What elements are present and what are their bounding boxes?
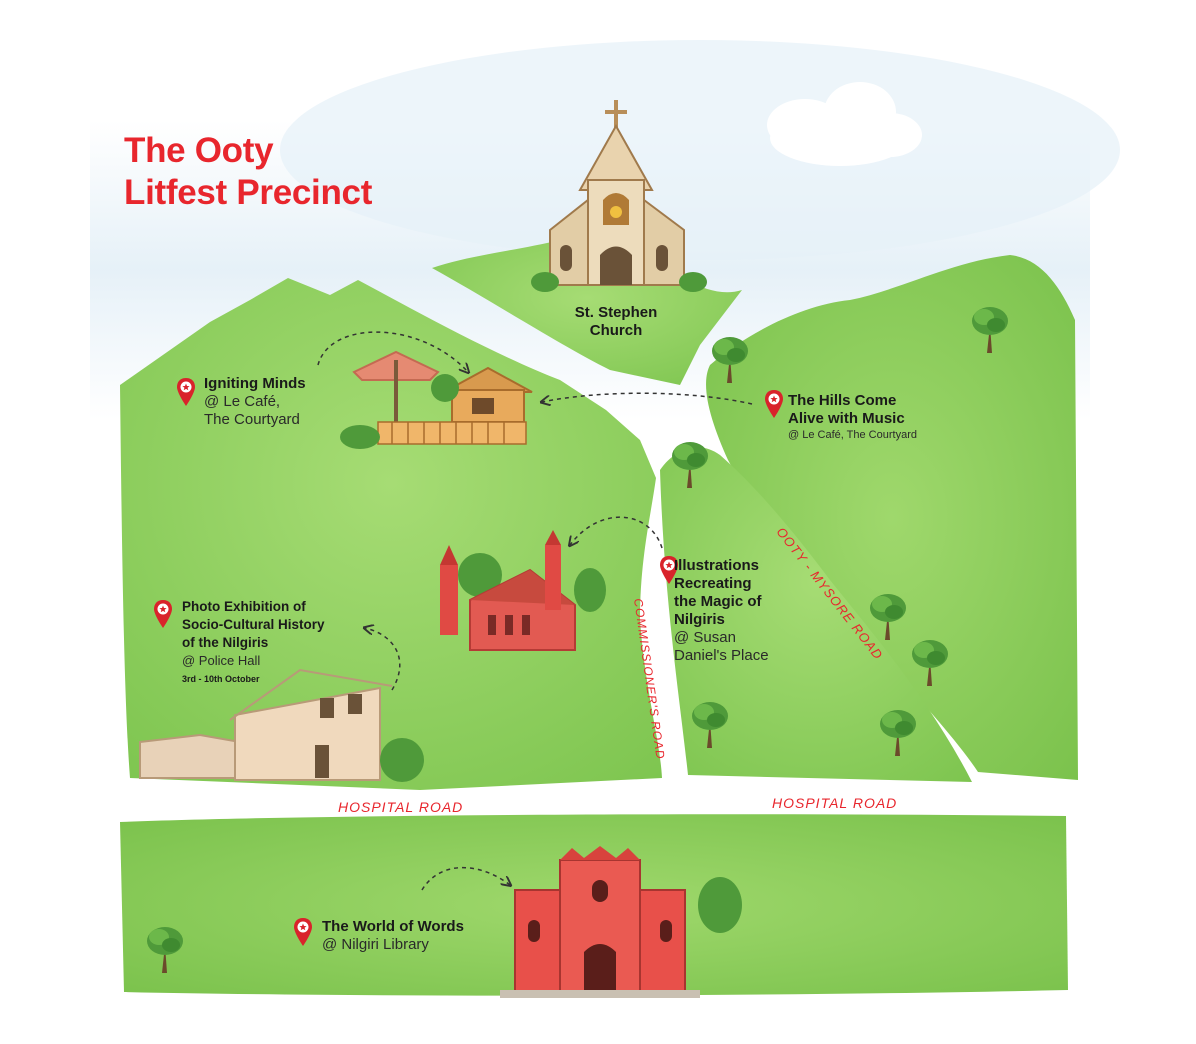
location-pin-icon[interactable] [154,600,172,628]
venue-igniting-minds[interactable]: Igniting Minds @ Le Café, The Courtyard [204,375,306,428]
location-pin-icon[interactable] [177,378,195,406]
road-label-hospital-left: HOSPITAL ROAD [338,799,464,815]
church-label: St. Stephen Church [574,304,658,339]
map-title-line1: The Ooty [124,131,274,170]
direction-arrows [317,331,753,891]
library-icon [500,846,742,998]
road-label-hospital-right: HOSPITAL ROAD [772,795,898,811]
cloud-icon [767,82,922,166]
location-pin-icon[interactable] [765,390,783,418]
police-hall-icon [139,668,424,782]
left-mountain [120,278,662,790]
red-church-icon [440,530,606,651]
parasol-icon [352,350,440,422]
venue-hills-music[interactable]: The Hills Come Alive with Music @ Le Caf… [788,392,917,441]
venue-world-of-words[interactable]: The World of Words @ Nilgiri Library [322,918,464,953]
map-title-line2: Litfest Precinct [124,173,373,212]
right-mountain [706,255,1078,780]
venue-illustrations[interactable]: Illustrations Recreating the Magic of Ni… [674,557,769,664]
location-pin-icon[interactable] [294,918,312,946]
map-title: The Ooty Litfest Precinct [124,130,372,214]
cafe-hut-icon [340,366,533,449]
church-icon [531,100,707,292]
venue-photo-exhibition[interactable]: Photo Exhibition of Socio-Cultural Histo… [182,599,325,684]
middle-hill [660,447,972,782]
